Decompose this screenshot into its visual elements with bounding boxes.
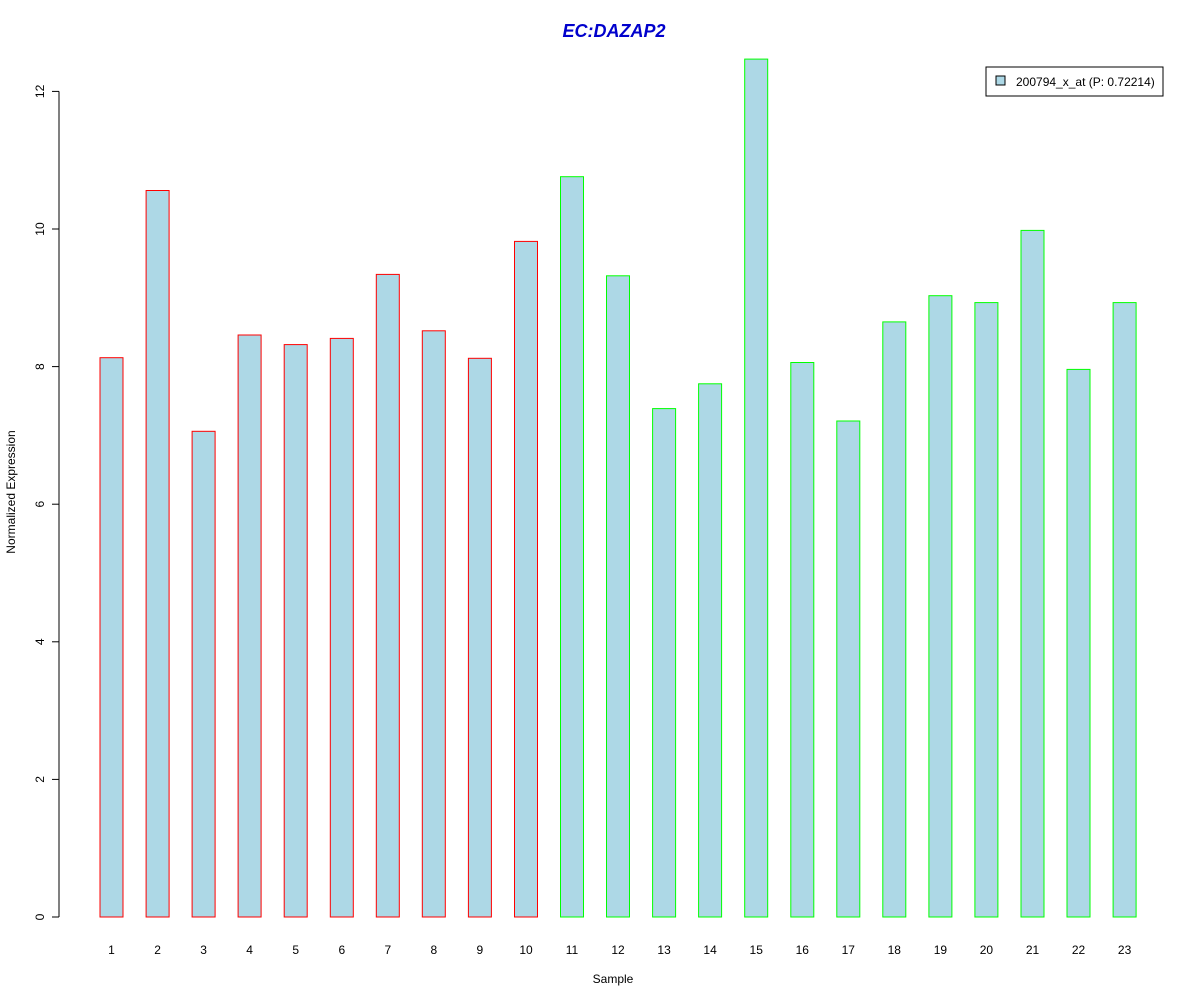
bar-sample-13: [652, 408, 677, 918]
bar-sample-5: [283, 344, 308, 918]
y-tick-label: 4: [33, 638, 47, 645]
x-tick-label: 4: [246, 943, 253, 957]
legend-label: 200794_x_at (P: 0.72214): [1016, 75, 1155, 89]
x-tick-label: 21: [1026, 943, 1040, 957]
legend-box: [985, 66, 1164, 97]
bar-sample-19: [928, 295, 953, 918]
x-tick-label: 15: [750, 943, 764, 957]
x-tick-label: 3: [200, 943, 207, 957]
bar-sample-15: [744, 58, 769, 918]
x-tick-label: 16: [796, 943, 810, 957]
legend: 200794_x_at (P: 0.72214): [985, 66, 1164, 97]
x-tick-label: 18: [888, 943, 902, 957]
bar-sample-6: [329, 337, 354, 918]
bar-sample-9: [467, 357, 492, 918]
bar-sample-18: [882, 321, 907, 918]
x-tick-label: 2: [154, 943, 161, 957]
x-tick-label: 23: [1118, 943, 1132, 957]
bar-sample-3: [191, 430, 216, 918]
y-tick-label: 2: [33, 776, 47, 783]
bar-sample-10: [514, 240, 538, 918]
x-tick-label: 17: [842, 943, 856, 957]
bar-sample-23: [1112, 302, 1137, 918]
y-tick-label: 6: [33, 501, 47, 508]
bar-sample-8: [421, 330, 446, 918]
bars-group: [99, 58, 1137, 918]
x-tick-label: 14: [703, 943, 717, 957]
x-tick-label: 11: [566, 943, 579, 957]
chart-title: EC:DAZAP2: [562, 21, 665, 41]
y-tick-label: 0: [33, 913, 47, 920]
bar-sample-20: [974, 302, 999, 918]
bar-sample-7: [375, 273, 400, 918]
bar-sample-21: [1020, 229, 1045, 918]
x-tick-labels: 1 2 3 4 5 6 7 8 9 10 11 12 13 14 15 16 17 18 19 20 21 22 23: [108, 943, 1131, 957]
bar-sample-12: [606, 275, 630, 918]
x-tick-label: 12: [611, 943, 625, 957]
bar-sample-22: [1066, 368, 1091, 918]
x-axis-label: Sample: [593, 972, 634, 986]
x-tick-label: 9: [477, 943, 484, 957]
x-tick-label: 20: [980, 943, 994, 957]
y-tick-label: 8: [33, 363, 47, 370]
y-tick-label: 10: [33, 222, 47, 236]
bar-sample-14: [698, 383, 723, 918]
y-tick-label: 12: [33, 84, 47, 98]
bar-sample-4: [237, 334, 262, 918]
x-tick-label: 10: [519, 943, 533, 957]
x-tick-label: 1: [108, 943, 115, 957]
x-tick-label: 6: [338, 943, 345, 957]
x-tick-label: 13: [657, 943, 671, 957]
bar-sample-17: [836, 420, 861, 918]
y-axis-label: Normalized Expression: [4, 430, 18, 553]
bar-sample-2: [145, 190, 170, 918]
bar-sample-16: [790, 362, 815, 918]
legend-swatch: [995, 75, 1006, 86]
bar-sample-1: [99, 357, 124, 918]
x-tick-label: 5: [292, 943, 299, 957]
x-tick-label: 7: [384, 943, 391, 957]
x-tick-label: 8: [430, 943, 437, 957]
bar-sample-11: [560, 176, 584, 918]
x-tick-label: 19: [934, 943, 948, 957]
y-axis: 0 2 4 6 8 10 12: [33, 84, 60, 920]
x-tick-label: 22: [1072, 943, 1086, 957]
